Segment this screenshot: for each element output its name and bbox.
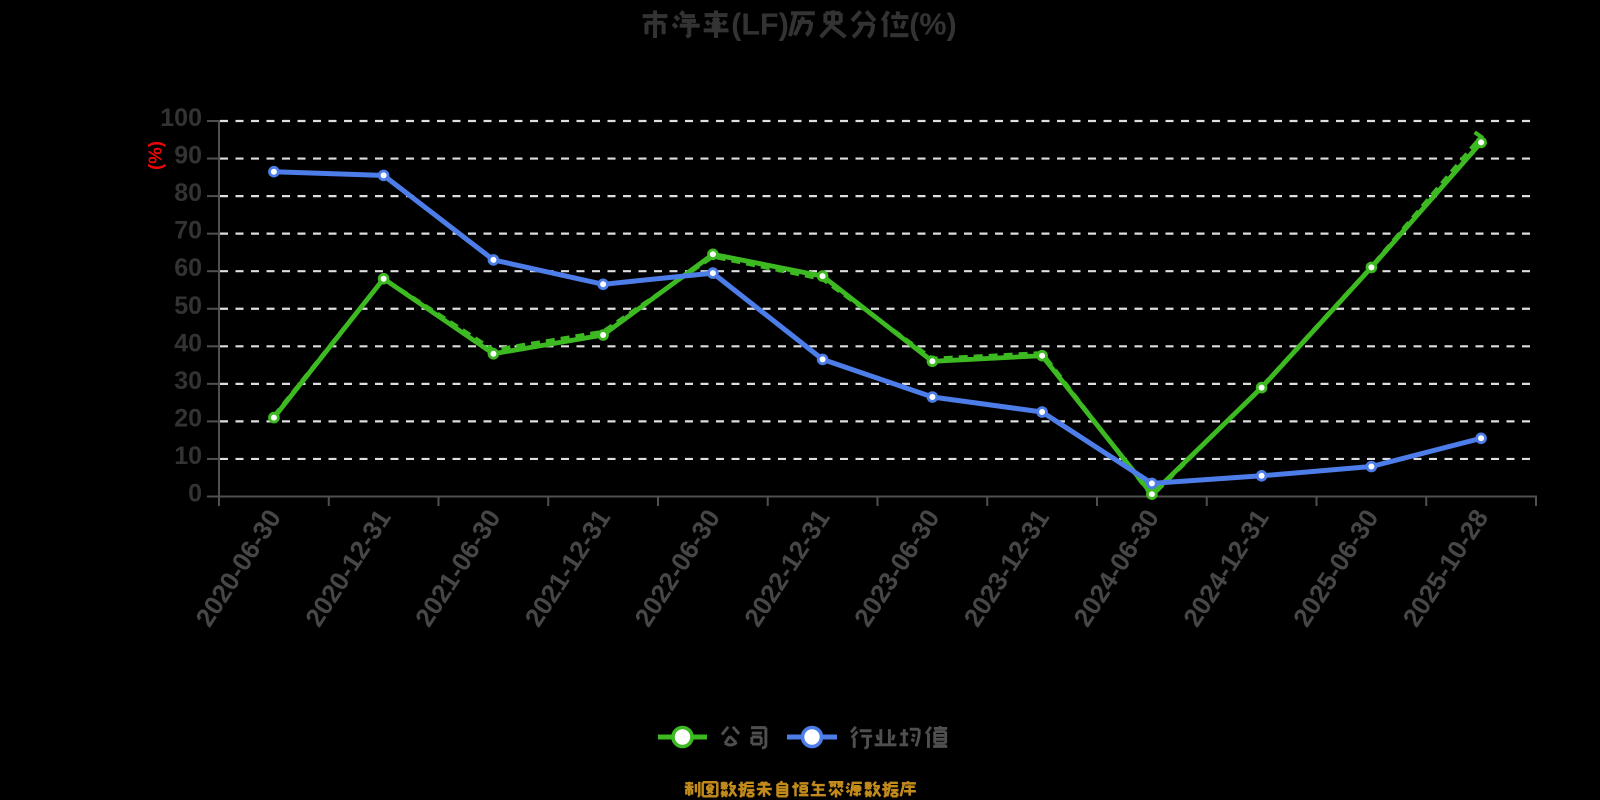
svg-text:70: 70	[174, 217, 202, 245]
svg-text:90: 90	[174, 142, 202, 170]
svg-text:(LF): (LF)	[731, 8, 789, 42]
svg-text:60: 60	[174, 254, 202, 282]
svg-text:50: 50	[174, 292, 202, 320]
svg-text:20: 20	[174, 404, 202, 432]
svg-text:100: 100	[160, 104, 202, 132]
svg-text:(%): (%)	[909, 8, 956, 42]
svg-text:30: 30	[174, 367, 202, 395]
svg-text:(%): (%)	[145, 141, 166, 170]
svg-text:40: 40	[174, 329, 202, 357]
svg-text:0: 0	[188, 480, 202, 508]
svg-text:80: 80	[174, 179, 202, 207]
svg-text:10: 10	[174, 442, 202, 470]
